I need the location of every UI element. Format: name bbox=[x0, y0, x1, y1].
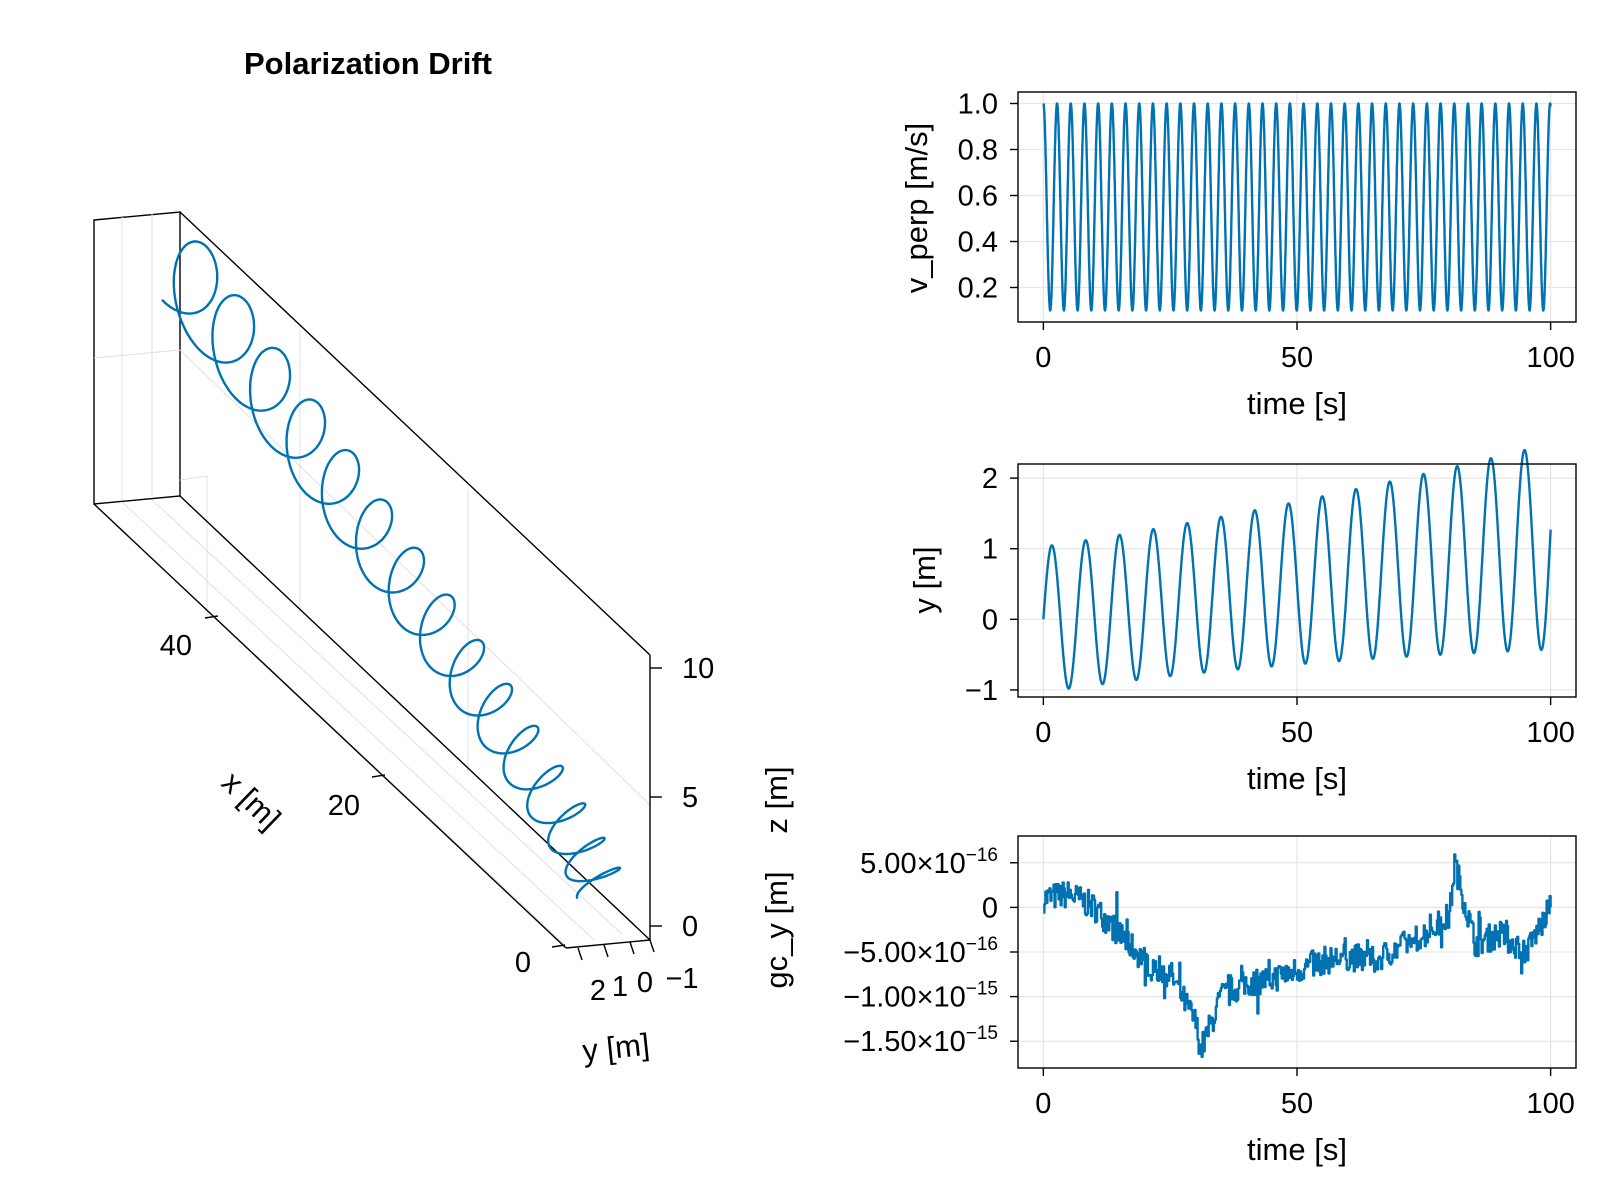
grid-lines-3d bbox=[93, 214, 651, 947]
series-line bbox=[1043, 853, 1552, 1058]
x-axis-label-3d: x [m] bbox=[215, 765, 288, 837]
y-tick-label: 1 bbox=[612, 971, 628, 1003]
x-tick-label: 50 bbox=[1281, 1088, 1313, 1120]
z-tick-label: 0 bbox=[682, 911, 698, 943]
panel-y: 0 50 100 time [s] −1 0 1 2 y [m] bbox=[907, 448, 1577, 796]
x-axis-label: time [s] bbox=[1247, 1132, 1347, 1167]
y-tick-label: 0.8 bbox=[958, 135, 998, 167]
y-axis-label-3d: y [m] bbox=[581, 1027, 651, 1069]
y-axis-label: y [m] bbox=[907, 546, 942, 613]
trajectory-3d-line bbox=[161, 240, 622, 900]
panel-3d-trajectory: 40 20 0 x [m] 2 1 0 −1 y [m] 10 5 0 z [m… bbox=[93, 211, 794, 1069]
y-tick-label: 2 bbox=[590, 975, 606, 1007]
axis-box-back-wall bbox=[93, 211, 181, 505]
panel-gc-y: 0 50 100 time [s] 5.00×10−16 0 −5.00×10−16 −1.0… bbox=[759, 835, 1577, 1167]
y-tick-label: 0.4 bbox=[958, 227, 998, 259]
x-tick-label: 100 bbox=[1526, 342, 1574, 374]
z-tick-label: 10 bbox=[682, 653, 714, 685]
x-tick-label: 50 bbox=[1281, 342, 1313, 374]
y-tick-label: 0 bbox=[982, 604, 998, 636]
x-axis-label: time [s] bbox=[1247, 386, 1347, 421]
x-tick-label: 100 bbox=[1526, 717, 1574, 749]
y-tick-label: −1.50×10−15 bbox=[843, 1023, 998, 1058]
series-line bbox=[1042, 102, 1552, 312]
z-axis-ticks-3d bbox=[650, 667, 662, 927]
y-tick-label: 1.0 bbox=[958, 89, 998, 121]
y-tick-label: −1 bbox=[665, 963, 698, 995]
x-tick-label: 0 bbox=[1035, 717, 1051, 749]
y-tick-label: −1 bbox=[965, 675, 998, 707]
x-tick-label: 40 bbox=[160, 630, 192, 662]
panel-v-perp: 0 50 100 time [s] 0.2 0.4 0.6 0.8 1.0 v_perp [m/s… bbox=[899, 89, 1577, 421]
y-tick-label: −5.00×10−16 bbox=[843, 934, 998, 969]
y-tick-label: −1.00×10−15 bbox=[843, 979, 998, 1014]
x-tick-label: 50 bbox=[1281, 717, 1313, 749]
x-tick-label: 0 bbox=[515, 947, 531, 979]
x-tick-label: 0 bbox=[1035, 342, 1051, 374]
x-axis-label: time [s] bbox=[1247, 761, 1347, 796]
y-axis-label: gc_y [m] bbox=[759, 871, 794, 988]
x-axis-ticks-3d bbox=[204, 615, 566, 948]
y-tick-label: 2 bbox=[982, 463, 998, 495]
x-tick-label: 100 bbox=[1526, 1088, 1574, 1120]
y-axis-ticks-3d bbox=[577, 939, 655, 961]
y-axis-label: v_perp [m/s] bbox=[899, 123, 934, 294]
z-tick-label: 5 bbox=[682, 782, 698, 814]
x-tick-label: 20 bbox=[328, 790, 360, 822]
y-tick-label: 1 bbox=[982, 534, 998, 566]
z-axis-label-3d: z [m] bbox=[759, 766, 794, 833]
series-line bbox=[1042, 448, 1552, 690]
chart-title: Polarization Drift bbox=[244, 46, 492, 81]
y-tick-label: 5.00×10−16 bbox=[860, 845, 998, 880]
axis-box-frame bbox=[93, 211, 651, 949]
y-tick-label: 0.2 bbox=[958, 273, 998, 305]
y-tick-label: 0.6 bbox=[958, 181, 998, 213]
x-tick-label: 0 bbox=[1035, 1088, 1051, 1120]
y-tick-label: 0 bbox=[637, 967, 653, 999]
y-tick-label: 0 bbox=[982, 892, 998, 924]
